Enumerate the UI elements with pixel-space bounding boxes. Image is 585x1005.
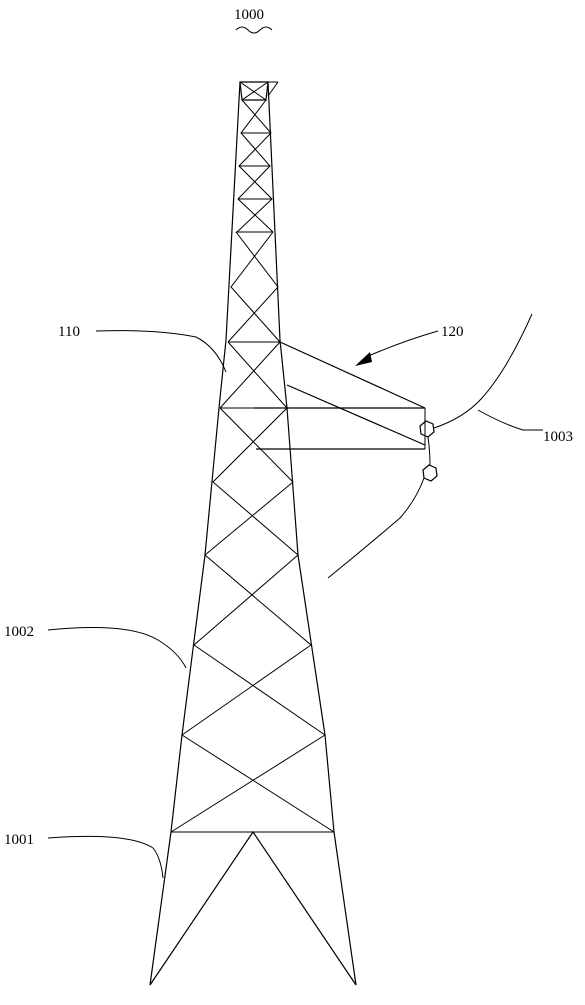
wavy-underline — [235, 26, 273, 34]
base-inverted-v — [149, 830, 357, 986]
leader-lines — [47, 330, 543, 879]
insulators — [419, 420, 438, 482]
crossarm-assembly — [254, 341, 426, 450]
hex-insulator-upper — [419, 420, 435, 438]
left-leg — [149, 81, 241, 986]
conductor-upper — [433, 313, 533, 429]
label-1003: 1003 — [543, 429, 573, 445]
arrowhead-120 — [355, 352, 372, 366]
label-1002: 1002 — [4, 624, 34, 640]
leader-120 — [365, 330, 439, 358]
conductor-lower — [327, 477, 425, 579]
leader-1001 — [47, 835, 164, 879]
crossarm-upper-tie — [279, 341, 426, 409]
figure-ref-label: 1000 — [234, 7, 264, 23]
lattice-bracing — [170, 99, 335, 833]
leader-1002 — [47, 627, 187, 669]
hex-insulator-lower — [422, 464, 438, 482]
label-110: 110 — [58, 324, 80, 340]
leader-110 — [95, 330, 227, 373]
crossarm-lower-tie — [286, 384, 426, 446]
label-120: 120 — [441, 324, 464, 340]
right-leg — [267, 81, 357, 986]
leader-1003 — [477, 409, 543, 431]
label-1001: 1001 — [4, 832, 34, 848]
